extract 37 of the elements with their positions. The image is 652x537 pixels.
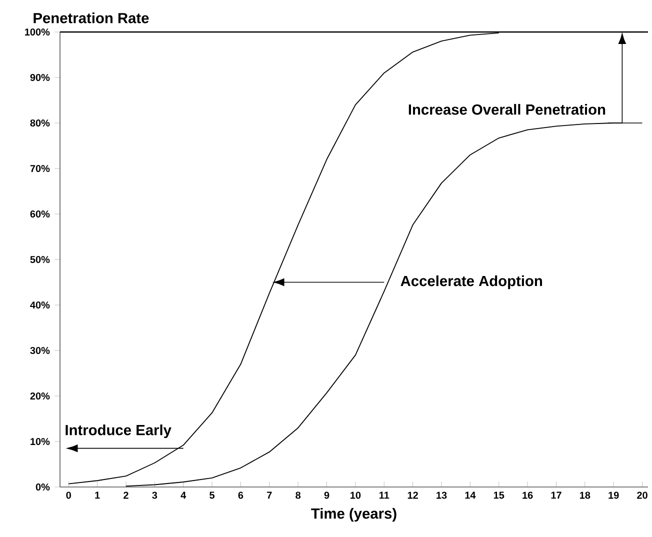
x-tick-label: 9 xyxy=(324,492,330,499)
y-tick-label: 30% xyxy=(30,346,50,354)
x-tick-label: 0 xyxy=(66,492,71,499)
x-tick-label: 8 xyxy=(296,492,301,499)
x-tick-label: 12 xyxy=(408,492,418,499)
x-tick-label: 14 xyxy=(465,492,476,499)
y-tick-label: 20% xyxy=(30,392,50,400)
x-tick-label: 13 xyxy=(436,492,447,499)
x-tick-label: 5 xyxy=(210,492,215,499)
x-tick-label: 19 xyxy=(608,492,619,499)
x-tick-label: 20 xyxy=(637,492,648,499)
y-tick-label: 70% xyxy=(30,164,50,172)
y-tick-label: 40% xyxy=(30,301,50,309)
annotation: Accelerate Adoption xyxy=(400,275,542,290)
x-tick-label: 3 xyxy=(152,492,158,499)
y-tick-label: 80% xyxy=(30,119,50,127)
x-tick-label: 6 xyxy=(238,492,244,499)
y-tick-label: 60% xyxy=(30,210,50,218)
x-tick-label: 10 xyxy=(350,492,361,499)
x-axis-title: Time (years) xyxy=(311,508,396,522)
x-tick-label: 2 xyxy=(124,492,128,499)
x-tick-label: 17 xyxy=(551,492,562,499)
y-tick-label: 90% xyxy=(30,74,50,82)
x-tick-label: 7 xyxy=(267,492,272,499)
annotation: Increase Overall Penetration xyxy=(408,104,606,115)
y-tick-label: 50% xyxy=(30,256,50,264)
y-axis-title: Penetration Rate xyxy=(34,12,149,24)
x-tick-label: 11 xyxy=(379,492,390,499)
x-tick-label: 16 xyxy=(522,492,533,499)
y-tick-label: 10% xyxy=(30,438,50,446)
x-tick-label: 4 xyxy=(180,492,186,499)
x-tick-label: 18 xyxy=(580,492,590,499)
annotation: Introduce Early xyxy=(66,424,172,438)
y-tick-label: 0% xyxy=(36,483,50,491)
x-tick-label: 15 xyxy=(494,492,504,499)
x-tick-label: 1 xyxy=(95,492,100,499)
y-tick-label: 100% xyxy=(25,28,50,36)
